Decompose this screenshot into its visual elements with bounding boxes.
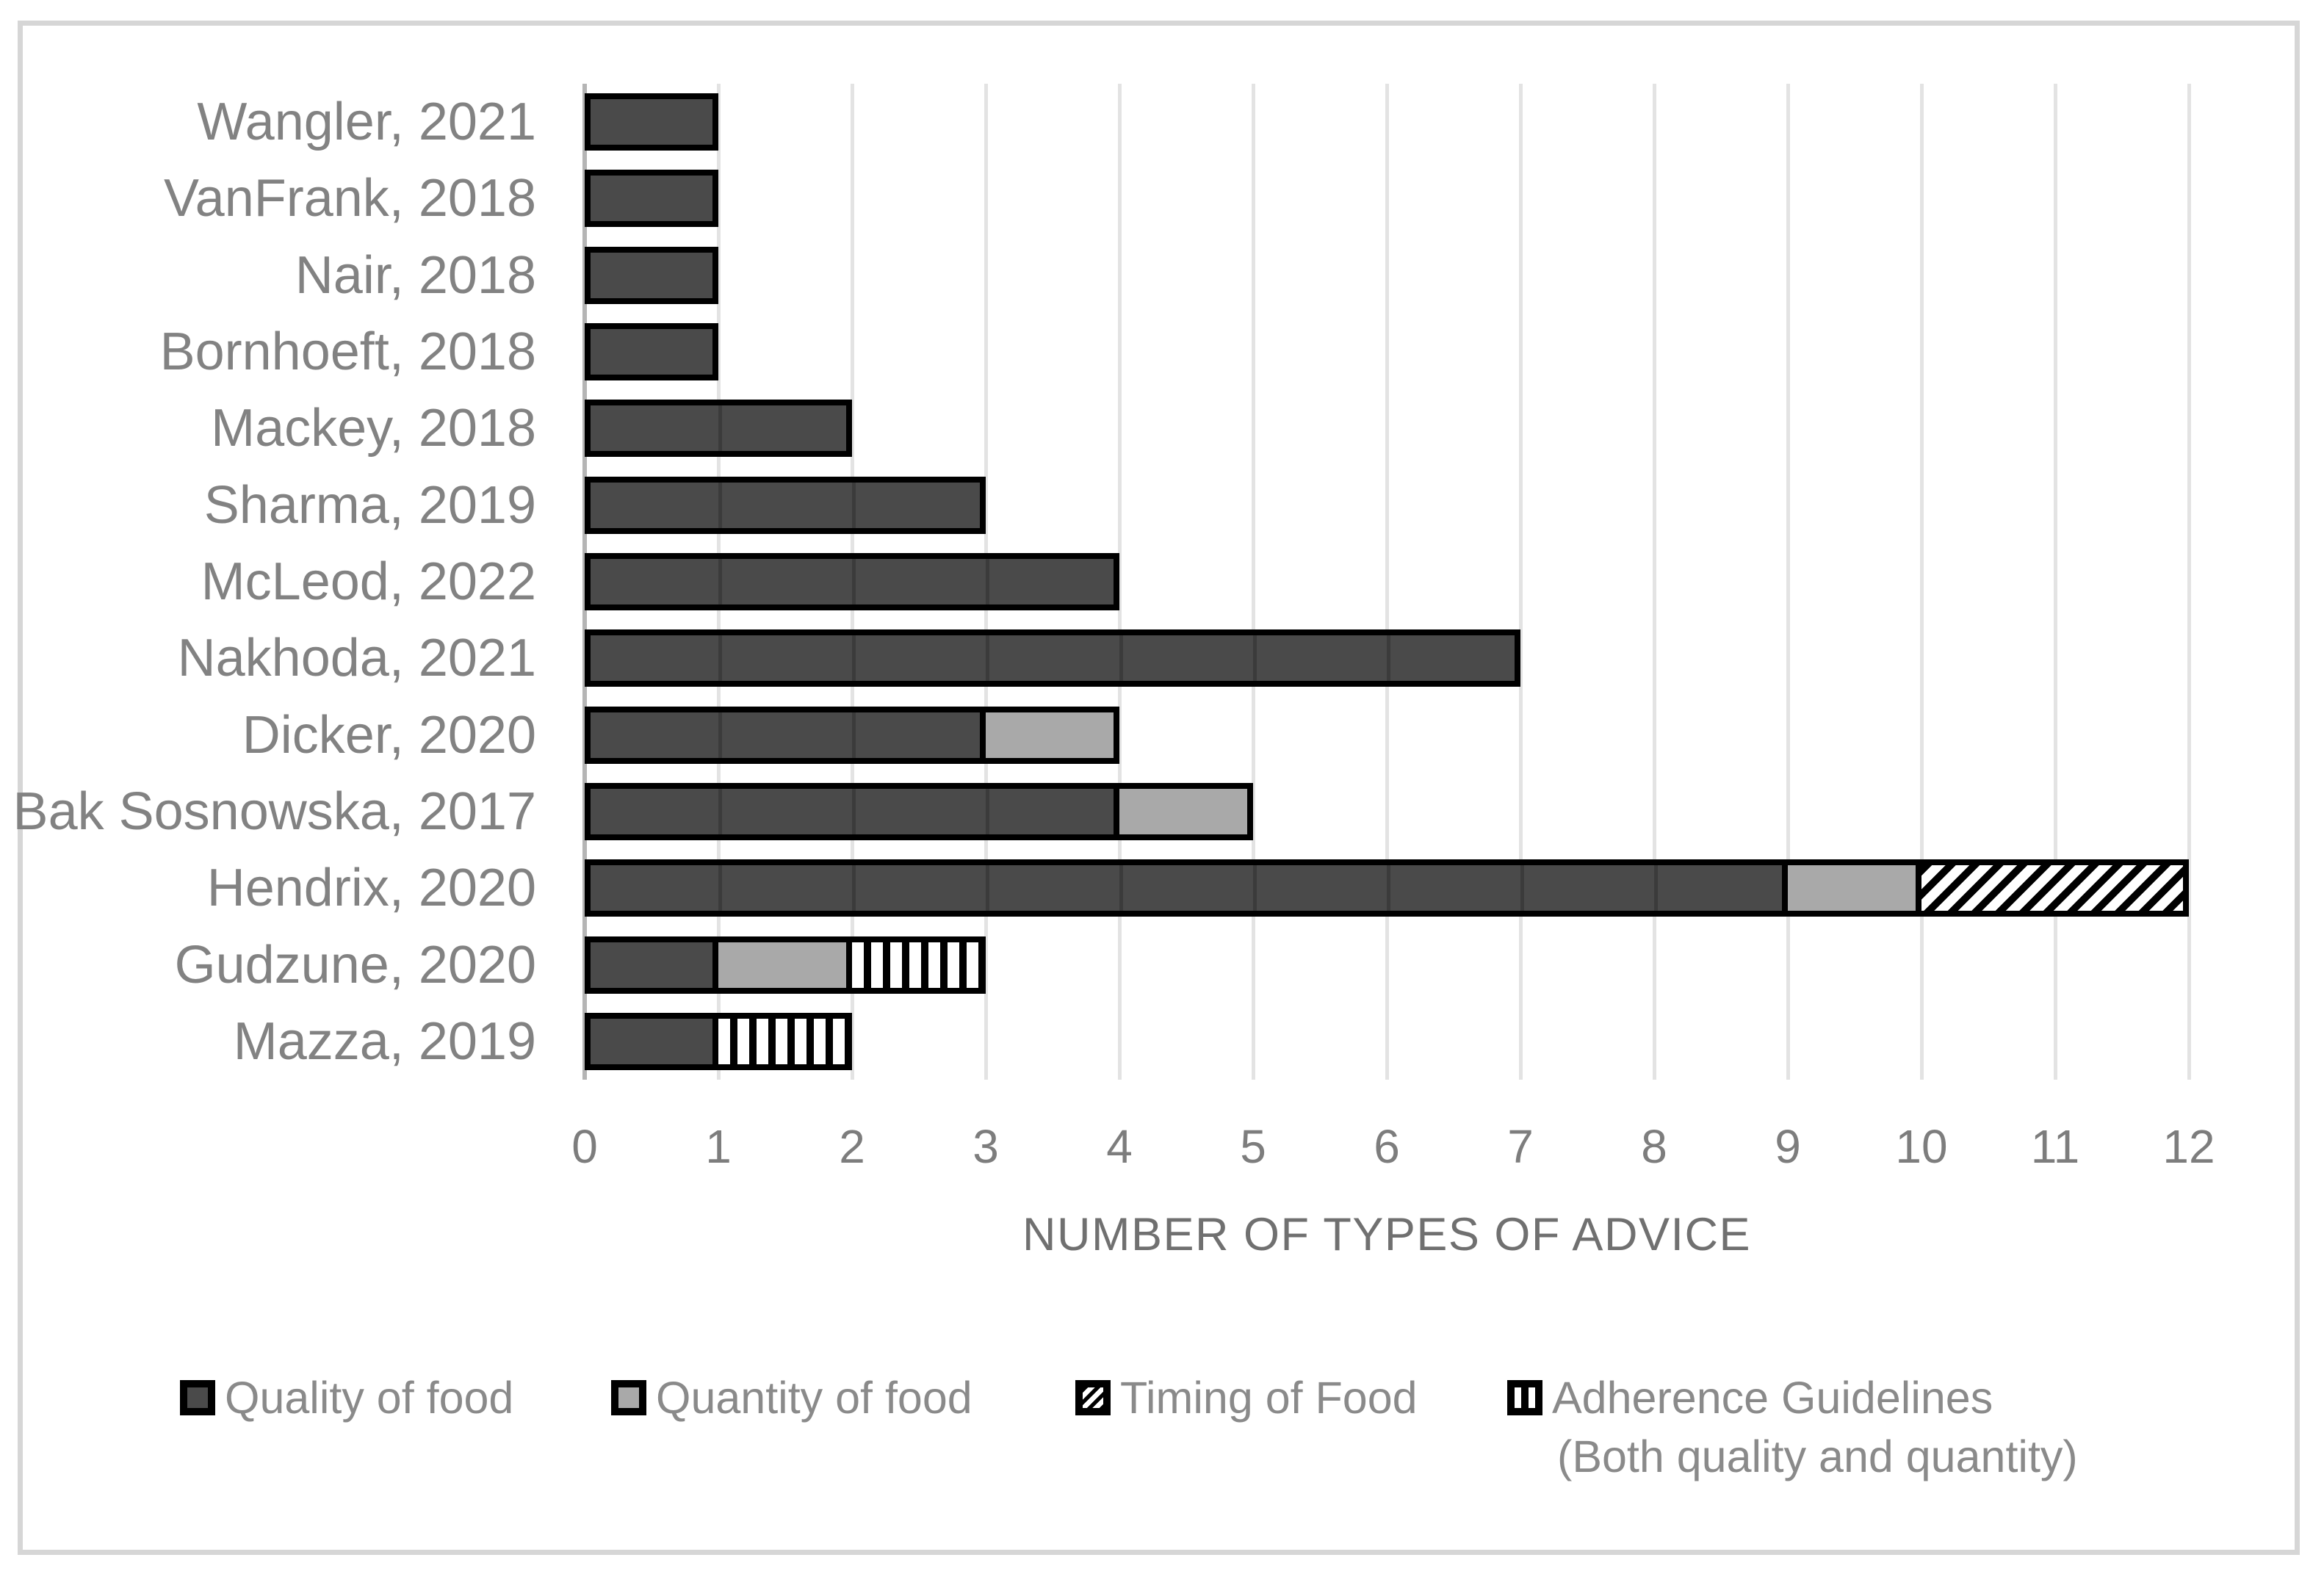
category-label: Bornhoeft, 2018 — [159, 322, 536, 382]
x-tick-label-9: 9 — [1775, 1120, 1801, 1173]
category-label: Nakhoda, 2021 — [177, 629, 536, 688]
legend-swatch-vertical_stripes-icon — [1507, 1380, 1542, 1415]
legend-swatch-solid_light-icon — [611, 1380, 646, 1415]
category-label: VanFrank, 2018 — [164, 169, 536, 228]
legend-item-diagonal_hatch: Timing of Food — [1075, 1373, 1418, 1423]
bar-segment-solid_dark — [585, 629, 1520, 687]
legend-item-solid_light: Quantity of food — [611, 1373, 972, 1423]
category-label: Nair, 2018 — [295, 245, 536, 305]
legend-label: Adherence Guidelines — [1552, 1373, 1993, 1423]
bar-segment-solid_dark — [585, 400, 852, 458]
category-label: Mackey, 2018 — [211, 399, 536, 458]
bar-segment-solid_dark — [585, 782, 1119, 840]
bar-segment-solid_dark — [585, 1012, 718, 1070]
x-tick-label-4: 4 — [1106, 1120, 1133, 1173]
bar-segment-solid_dark — [585, 936, 718, 994]
x-tick-label-8: 8 — [1641, 1120, 1667, 1173]
category-label: Wangler, 2021 — [197, 93, 536, 152]
bar-segment-solid_dark — [585, 170, 718, 228]
legend-label: Timing of Food — [1120, 1373, 1418, 1423]
gridline-x-6 — [1385, 84, 1389, 1080]
category-label: Mazza, 2019 — [233, 1011, 536, 1071]
bar-row — [585, 476, 2189, 534]
x-tick-label-3: 3 — [972, 1120, 999, 1173]
bar-row — [585, 553, 2189, 610]
x-tick-label-0: 0 — [571, 1120, 598, 1173]
plot-area — [582, 84, 2191, 1080]
gridline-x-8 — [1653, 84, 1656, 1080]
bar-row — [585, 706, 2189, 764]
legend-label: Quantity of food — [656, 1373, 972, 1423]
x-tick-label-1: 1 — [705, 1120, 732, 1173]
bar-segment-vertical_stripes — [712, 1012, 852, 1070]
bar-row — [585, 246, 2189, 304]
chart-outer-border — [18, 21, 2300, 1555]
x-tick-label-6: 6 — [1374, 1120, 1400, 1173]
category-label: Bak Sosnowska, 2017 — [12, 781, 536, 841]
x-tick-label-2: 2 — [839, 1120, 865, 1173]
bar-row — [585, 859, 2189, 917]
category-label: Hendrix, 2020 — [206, 859, 536, 918]
bar-segment-solid_dark — [585, 706, 986, 764]
x-tick-label-12: 12 — [2162, 1120, 2215, 1173]
x-tick-label-10: 10 — [1895, 1120, 1948, 1173]
bar-segment-diagonal_hatch — [1916, 859, 2189, 917]
bar-row — [585, 629, 2189, 687]
category-label: McLeod, 2022 — [201, 552, 536, 611]
gridline-x-11 — [2054, 84, 2057, 1080]
bar-row — [585, 936, 2189, 994]
x-tick-label-5: 5 — [1240, 1120, 1266, 1173]
bar-row — [585, 782, 2189, 840]
bar-row — [585, 93, 2189, 151]
category-label: Gudzune, 2020 — [174, 935, 536, 994]
bar-row — [585, 400, 2189, 458]
bar-segment-solid_light — [980, 706, 1119, 764]
bar-row — [585, 323, 2189, 381]
gridline-x-4 — [1118, 84, 1122, 1080]
bar-segment-solid_dark — [585, 93, 718, 151]
legend-item-vertical_stripes: Adherence Guidelines — [1507, 1373, 1993, 1423]
category-label: Sharma, 2019 — [203, 475, 536, 535]
gridline-x-7 — [1519, 84, 1523, 1080]
bar-segment-vertical_stripes — [846, 936, 986, 994]
bar-segment-solid_dark — [585, 246, 718, 304]
bar-row — [585, 1012, 2189, 1070]
gridline-x-5 — [1252, 84, 1255, 1080]
category-label: Dicker, 2020 — [242, 705, 536, 765]
bar-segment-solid_light — [1782, 859, 1921, 917]
bar-segment-solid_dark — [585, 859, 1788, 917]
x-tick-label-7: 7 — [1507, 1120, 1534, 1173]
legend-label: Quality of food — [225, 1373, 514, 1423]
bar-segment-solid_dark — [585, 323, 718, 381]
gridline-x-9 — [1786, 84, 1790, 1080]
legend-swatch-diagonal_hatch-icon — [1075, 1380, 1111, 1415]
legend-item-solid_dark: Quality of food — [180, 1373, 513, 1423]
bar-segment-solid_dark — [585, 553, 1119, 610]
bar-row — [585, 170, 2189, 228]
category-axis-labels: Wangler, 2021 VanFrank, 2018 Nair, 2018 Bor… — [0, 84, 536, 1080]
legend-swatch-solid_dark-icon — [180, 1380, 215, 1415]
bar-segment-solid_dark — [585, 476, 986, 534]
bar-segment-solid_light — [712, 936, 852, 994]
x-tick-label-11: 11 — [2030, 1120, 2080, 1173]
legend-adherence-line2: (Both quality and quantity) — [1557, 1432, 2078, 1481]
bar-segment-solid_light — [1114, 782, 1253, 840]
gridline-x-12 — [2187, 84, 2191, 1080]
x-axis-title: NUMBER OF TYPES OF ADVICE — [1022, 1209, 1751, 1260]
gridline-x-10 — [1920, 84, 1924, 1080]
